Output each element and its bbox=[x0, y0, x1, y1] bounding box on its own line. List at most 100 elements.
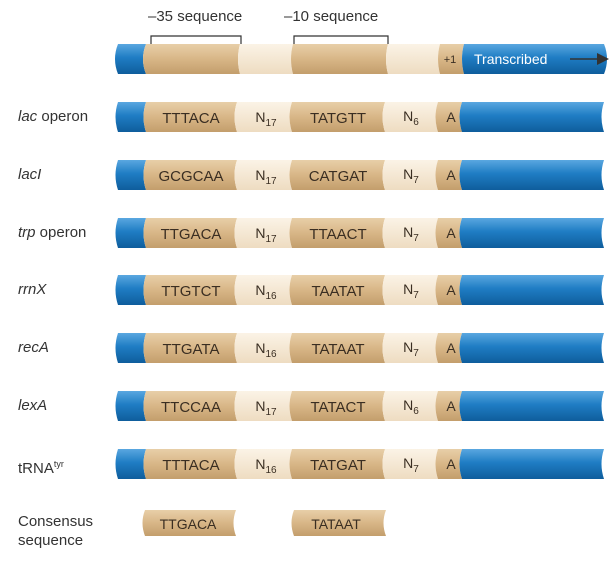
minus35-segment bbox=[143, 391, 237, 421]
transcribed-dna bbox=[459, 275, 604, 305]
upstream-dna bbox=[115, 218, 146, 248]
sequence-row: TTCCAA N17 TATACT N6 A bbox=[115, 391, 604, 421]
upstream-dna bbox=[115, 449, 146, 479]
row-label-rrnx: rrnX bbox=[18, 281, 47, 298]
minus35-sequence-text: TTGTCT bbox=[161, 283, 220, 300]
minus35-sequence-text: GCGCAA bbox=[158, 168, 223, 185]
transcribed-dna bbox=[459, 102, 604, 132]
gap-segment bbox=[382, 391, 438, 421]
start-site-segment bbox=[435, 218, 462, 248]
row-label-laci: lacI bbox=[18, 166, 42, 183]
consensus-minus35-box bbox=[142, 510, 236, 536]
minus35-segment bbox=[143, 218, 237, 248]
row-label-lexa: lexA bbox=[18, 397, 48, 414]
minus35-segment bbox=[143, 449, 237, 479]
start-site-text: A bbox=[446, 167, 456, 183]
start-site-text: A bbox=[446, 456, 456, 472]
upstream-dna bbox=[115, 160, 146, 190]
minus10-header-label: –10 sequence bbox=[284, 8, 379, 25]
spacer-length-text: N17 bbox=[255, 167, 277, 187]
spacer-segment bbox=[234, 275, 292, 305]
gap-segment bbox=[382, 449, 438, 479]
spacer-length-text: N17 bbox=[255, 109, 277, 129]
transcribed-dna bbox=[459, 449, 604, 479]
spacer-length-text: N17 bbox=[255, 398, 277, 418]
minus10-segment bbox=[289, 333, 385, 363]
gap-length-text: N7 bbox=[403, 224, 419, 244]
gap-length-text: N7 bbox=[403, 281, 419, 301]
sequence-row: GCGCAA N17 CATGAT N7 A bbox=[115, 160, 604, 190]
sequence-row: TTGACA N17 TTAACT N7 A bbox=[115, 218, 604, 248]
sequence-row: TTGTCT N16 TAATAT N7 A bbox=[115, 275, 604, 305]
sequence-row: TTGATA N16 TATAAT N7 A bbox=[115, 333, 604, 363]
spacer-length-text: N16 bbox=[255, 340, 277, 360]
spacer-segment bbox=[234, 391, 292, 421]
transcribed-dna bbox=[459, 218, 604, 248]
start-site-segment bbox=[435, 102, 462, 132]
transcribed-dna bbox=[459, 391, 604, 421]
minus35-sequence-text: TTTACA bbox=[162, 110, 219, 127]
minus35-segment bbox=[143, 275, 237, 305]
start-site-segment bbox=[435, 333, 462, 363]
row-label-trna-tyr: tRNAtyr bbox=[18, 459, 64, 477]
minus35-segment bbox=[143, 333, 237, 363]
minus35-sequence-text: TTCCAA bbox=[161, 399, 221, 416]
spacer-segment bbox=[234, 160, 292, 190]
minus10-sequence-text: TATGTT bbox=[310, 110, 366, 127]
transcribed-dna bbox=[459, 333, 604, 363]
gap-segment bbox=[382, 160, 438, 190]
consensus-label: Consensus sequence bbox=[18, 513, 94, 549]
consensus-minus10-text: TATAAT bbox=[311, 516, 361, 532]
minus10-sequence-text: TTAACT bbox=[309, 226, 366, 243]
start-site-segment bbox=[435, 160, 462, 190]
start-site-text: A bbox=[446, 282, 456, 298]
minus10-sequence-text: TATGAT bbox=[310, 457, 366, 474]
row-label-reca: recA bbox=[18, 339, 49, 356]
minus35-bracket bbox=[150, 35, 242, 44]
gap-segment bbox=[382, 218, 438, 248]
minus10-bracket bbox=[293, 35, 389, 44]
minus35-header-label: –35 sequence bbox=[148, 8, 243, 25]
minus10-sequence-text: TAATAT bbox=[311, 283, 364, 300]
spacer-segment bbox=[234, 218, 292, 248]
transcribed-dna bbox=[459, 160, 604, 190]
start-site-text: A bbox=[446, 340, 456, 356]
gap-length-text: N7 bbox=[403, 455, 419, 475]
minus35-sequence-text: TTGACA bbox=[161, 226, 222, 243]
spacer-length-text: N16 bbox=[255, 456, 277, 476]
spacer-segment bbox=[234, 102, 292, 132]
gap-length-text: N6 bbox=[403, 397, 419, 417]
minus35-segment bbox=[143, 160, 237, 190]
gap-length-text: N6 bbox=[403, 108, 419, 128]
minus35-sequence-text: TTTACA bbox=[162, 457, 219, 474]
minus10-segment bbox=[289, 160, 385, 190]
sequence-row: TTTACA N17 TATGTT N6 A bbox=[115, 102, 604, 132]
transcribed-label: Transcribed bbox=[474, 51, 547, 67]
spacer-segment bbox=[234, 333, 292, 363]
start-site-text: A bbox=[446, 225, 456, 241]
consensus-boxes: TTGACA TATAAT bbox=[142, 510, 386, 536]
start-site-segment bbox=[435, 275, 462, 305]
upstream-dna bbox=[115, 333, 146, 363]
spacer-length-text: N16 bbox=[255, 282, 277, 302]
gap-length-text: N7 bbox=[403, 339, 419, 359]
sequence-row: TTTACA N16 TATGAT N7 A bbox=[115, 449, 604, 479]
gap-segment bbox=[382, 102, 438, 132]
start-site-text: A bbox=[446, 398, 456, 414]
minus10-sequence-text: TATAAT bbox=[311, 341, 364, 358]
minus10-segment bbox=[289, 218, 385, 248]
consensus-minus35-text: TTGACA bbox=[160, 516, 217, 532]
minus10-segment bbox=[289, 275, 385, 305]
spacer-segment bbox=[234, 449, 292, 479]
spacer-length-text: N17 bbox=[255, 225, 277, 245]
header-dna: +1 Transcribed bbox=[115, 44, 609, 74]
minus35-sequence-text: TTGATA bbox=[163, 341, 220, 358]
consensus-minus10-box bbox=[291, 510, 386, 536]
gap-segment bbox=[382, 275, 438, 305]
minus35-segment bbox=[143, 102, 237, 132]
row-label-lac-operon: lac operon bbox=[18, 108, 89, 125]
plus1-label: +1 bbox=[444, 54, 457, 66]
minus10-sequence-text: CATGAT bbox=[309, 168, 368, 185]
upstream-dna bbox=[115, 391, 146, 421]
